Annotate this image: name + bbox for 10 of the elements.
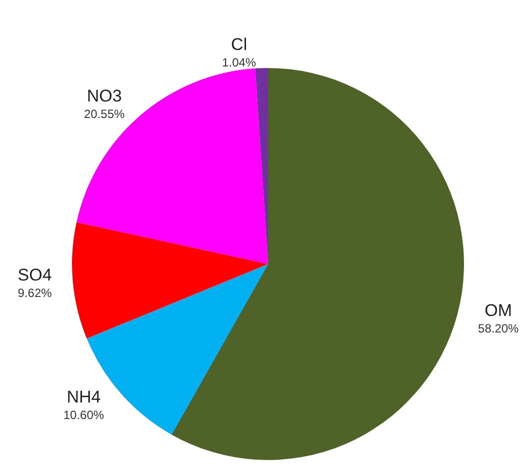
data-label: 20.55%: [84, 106, 125, 121]
slice-label: Cl: [231, 35, 248, 54]
data-label: 9.62%: [18, 286, 52, 300]
data-label: 1.04%: [222, 56, 256, 70]
slice-label: OM: [484, 300, 512, 320]
slice-label: SO4: [18, 266, 52, 285]
data-label: 10.60%: [63, 408, 104, 422]
slice-label: NO3: [86, 86, 122, 106]
data-label: 58.20%: [478, 321, 520, 336]
slice-label: NH4: [66, 387, 101, 406]
